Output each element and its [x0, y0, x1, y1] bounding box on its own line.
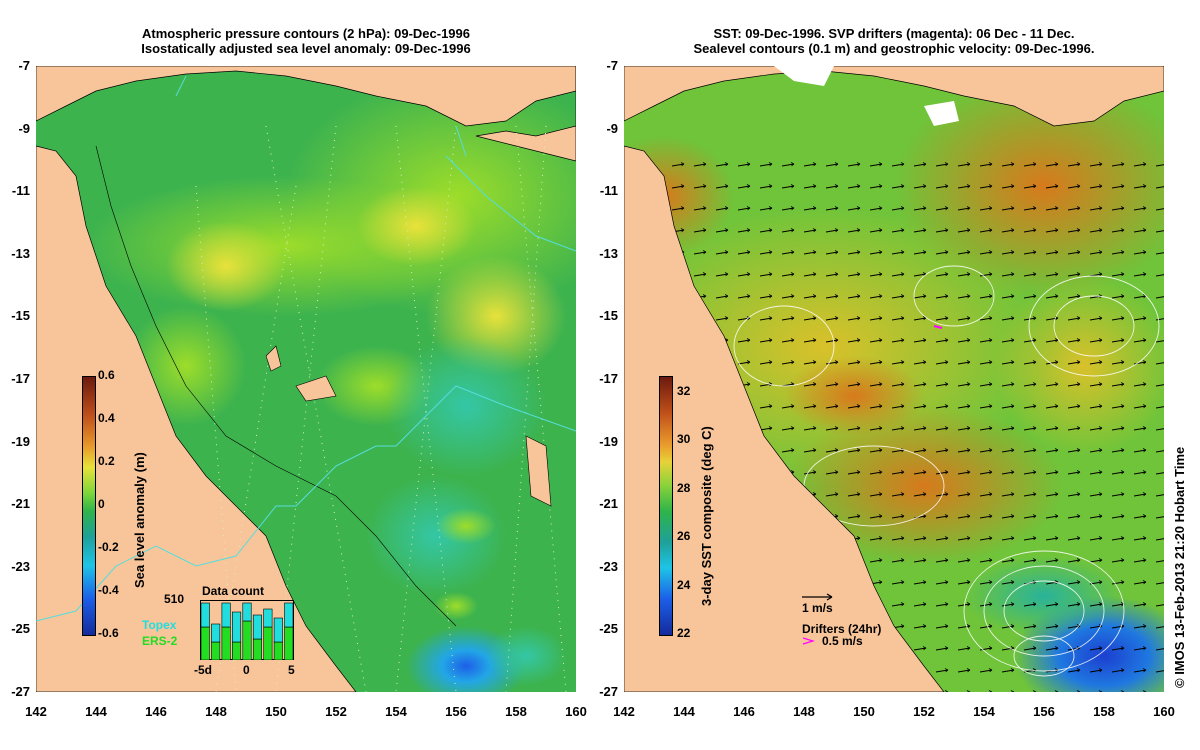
data-count-x-label-end: 5 — [288, 663, 295, 677]
sla-colorbar-tick: 0.2 — [98, 454, 115, 468]
x-tick-left: 154 — [385, 704, 407, 719]
y-tick-left: -9 — [18, 120, 30, 136]
y-tick-left: -17 — [11, 371, 30, 386]
x-tick-left: 158 — [505, 704, 527, 719]
sla-colorbar-tick: -0.6 — [98, 626, 119, 640]
sst-colorbar-tick: 26 — [677, 529, 691, 544]
topex-bar — [211, 623, 221, 643]
x-tick-right: 158 — [1093, 704, 1115, 719]
ers2-bar — [284, 626, 294, 660]
left-title-line1: Atmospheric pressure contours (2 hPa): 0… — [142, 26, 470, 41]
x-tick-left: 146 — [145, 704, 167, 719]
ers2-bar — [232, 641, 242, 660]
ers2-bar — [263, 626, 273, 660]
topex-bar — [200, 602, 210, 628]
topex-bar — [232, 611, 242, 643]
y-tick-right: -27 — [599, 684, 618, 699]
y-tick-right: -23 — [599, 558, 618, 574]
data-count-title: Data count — [202, 584, 265, 598]
x-tick-left: 150 — [265, 704, 287, 719]
y-tick-right: -21 — [599, 496, 618, 512]
sla-colorbar-tick: 0.6 — [98, 368, 115, 382]
y-tick-right: -7 — [606, 58, 618, 73]
left-title-line2: Isostatically adjusted sea level anomaly… — [141, 41, 471, 56]
x-tick-left: 142 — [25, 704, 47, 719]
ers2-bar — [221, 626, 231, 660]
ers2-bar — [200, 626, 210, 660]
data-count-max: 510 — [164, 592, 185, 606]
sla-colorbar — [82, 376, 96, 636]
y-tick-right: -19 — [599, 433, 618, 449]
y-tick-left: -15 — [11, 308, 30, 324]
y-tick-left: -21 — [11, 496, 30, 512]
sst-map-canvas — [624, 66, 1164, 692]
sla-colorbar-tick: -0.4 — [98, 583, 119, 597]
sst-map — [624, 66, 1164, 692]
sla-colorbar-label: Sea level anomaly (m) — [132, 452, 147, 588]
sst-colorbar — [659, 376, 673, 636]
x-tick-right: 146 — [733, 704, 755, 719]
topex-bar — [273, 617, 283, 643]
ers2-bar — [273, 641, 283, 660]
sst-colorbar-tick: 32 — [677, 384, 691, 398]
sst-colorbar-tick: 30 — [677, 432, 691, 447]
ers2-bar — [242, 620, 252, 660]
x-tick-right: 148 — [793, 704, 815, 719]
x-tick-right: 156 — [1033, 704, 1055, 719]
ers2-bar — [252, 638, 262, 660]
y-tick-left: -23 — [11, 558, 30, 574]
credit-text: © IMOS 13-Feb-2013 21:20 Hobart Time — [1172, 446, 1187, 688]
sea-level-anomaly-map — [36, 66, 576, 692]
y-tick-right: -25 — [599, 621, 618, 637]
y-tick-right: -11 — [599, 183, 618, 199]
x-tick-right: 144 — [673, 704, 695, 719]
sla-colorbar-tick: 0.4 — [98, 411, 115, 425]
sst-colorbar-label: 3-day SST composite (deg C) — [699, 426, 714, 606]
y-tick-right: -17 — [599, 371, 618, 386]
velocity-scale-arrow — [802, 593, 833, 601]
right-title-line2: Sealevel contours (0.1 m) and geostrophi… — [693, 41, 1095, 56]
sla-colorbar-tick: 0 — [98, 497, 105, 511]
x-tick-left: 152 — [325, 704, 347, 719]
sst-colorbar-tick: 22 — [677, 626, 691, 640]
y-tick-right: -13 — [599, 245, 618, 261]
topex-bar — [263, 608, 273, 628]
topex-bar — [242, 602, 252, 622]
x-tick-left: 156 — [445, 704, 467, 719]
legend-ers2: ERS-2 — [142, 634, 178, 648]
drifters-scale-label: 0.5 m/s — [822, 634, 863, 648]
sst-colorbar-tick: 28 — [677, 480, 691, 495]
topex-bar — [284, 602, 294, 628]
velocity-scale-label: 1 m/s — [802, 601, 833, 615]
y-tick-left: -13 — [11, 245, 30, 261]
topex-bar — [221, 602, 231, 628]
drifters-label: Drifters (24hr) — [802, 622, 882, 636]
x-tick-right: 150 — [853, 704, 875, 719]
y-tick-left: -27 — [11, 684, 30, 699]
x-tick-right: 152 — [913, 704, 935, 719]
data-count-x-label-zero: 0 — [243, 663, 250, 677]
y-tick-left: -19 — [11, 433, 30, 449]
drifter-scale-arrow — [802, 637, 816, 645]
y-tick-left: -11 — [11, 183, 30, 199]
sst-colorbar-tick: 24 — [677, 577, 691, 592]
sla-colorbar-tick: -0.2 — [98, 540, 119, 554]
legend-topex: Topex — [142, 618, 177, 632]
y-tick-right: -15 — [599, 308, 618, 324]
y-tick-left: -25 — [11, 621, 30, 637]
right-title-line1: SST: 09-Dec-1996. SVP drifters (magenta)… — [713, 26, 1075, 41]
x-tick-left: 160 — [565, 704, 587, 719]
x-tick-left: 148 — [205, 704, 227, 719]
y-tick-left: -7 — [18, 58, 30, 73]
x-tick-left: 144 — [85, 704, 107, 719]
data-count-x-label-start: -5d — [194, 663, 212, 677]
sea-level-anomaly-map-canvas — [36, 66, 576, 692]
topex-bar — [252, 614, 262, 640]
x-tick-right: 160 — [1153, 704, 1175, 719]
y-tick-right: -9 — [606, 120, 618, 136]
data-count-histogram — [200, 600, 294, 660]
x-tick-right: 142 — [613, 704, 635, 719]
x-tick-right: 154 — [973, 704, 995, 719]
ers2-bar — [211, 641, 221, 660]
